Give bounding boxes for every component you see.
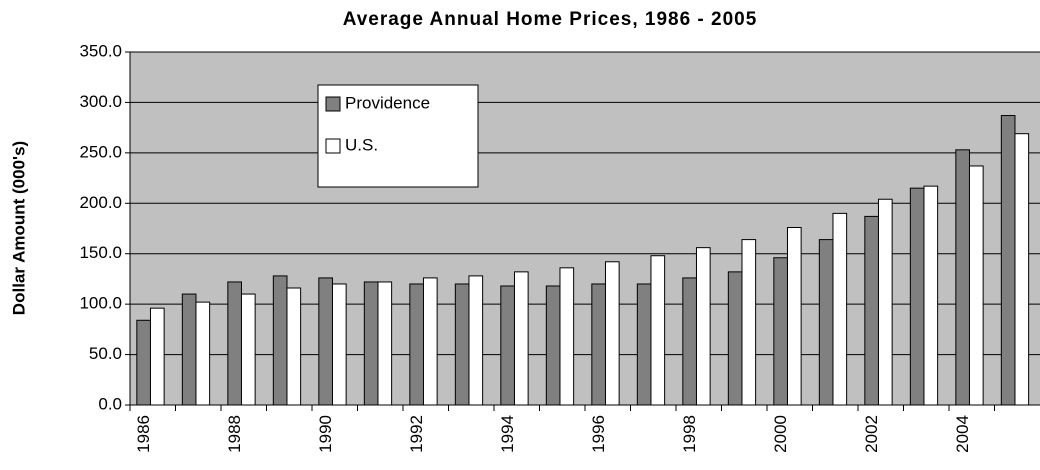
bar <box>741 239 757 406</box>
bar <box>727 271 743 406</box>
legend-label: U.S. <box>345 135 378 154</box>
bar <box>195 301 211 406</box>
y-axis-label: Dollar Amount (000's) <box>9 141 28 315</box>
bar <box>1014 133 1030 406</box>
bar <box>877 198 893 406</box>
chart-title: Average Annual Home Prices, 1986 - 2005 <box>343 9 758 30</box>
bar <box>136 319 151 406</box>
x-tick-label: 2004 <box>953 415 972 453</box>
bar <box>818 239 834 406</box>
bar <box>363 281 379 406</box>
y-tick-label: 100.0 <box>79 294 122 313</box>
bar <box>422 277 438 406</box>
x-tick-label: 1992 <box>407 415 426 453</box>
bar <box>923 185 939 406</box>
bar <box>650 255 666 406</box>
legend-swatch <box>325 96 341 112</box>
bar <box>773 257 788 406</box>
x-tick-label: 1986 <box>134 415 153 453</box>
bar <box>559 267 575 406</box>
bar <box>377 281 393 406</box>
y-tick-label: 350.0 <box>79 41 122 60</box>
bar <box>272 275 288 406</box>
y-tick-label: 300.0 <box>79 92 122 111</box>
bar <box>318 277 333 406</box>
x-tick-label: 1988 <box>225 415 244 453</box>
y-tick-label: 150.0 <box>79 243 122 262</box>
bar <box>468 275 484 406</box>
x-tick-label: 2002 <box>862 415 881 453</box>
bar <box>500 285 515 406</box>
bar <box>832 212 848 406</box>
x-tick-label: 1996 <box>589 415 608 453</box>
bar <box>545 285 561 406</box>
bar <box>1000 115 1016 406</box>
bar <box>331 283 347 406</box>
legend-box <box>317 84 479 188</box>
bar <box>454 283 470 406</box>
x-tick-label: 1994 <box>498 415 517 453</box>
legend-label: Providence <box>345 93 430 112</box>
bar <box>636 283 652 406</box>
bar <box>968 165 984 406</box>
y-tick-label: 50.0 <box>89 344 122 363</box>
x-tick-label: 1990 <box>316 415 335 453</box>
bar <box>409 283 424 406</box>
bar <box>240 293 256 406</box>
bar <box>149 307 165 406</box>
bar <box>286 287 302 406</box>
legend-swatch <box>325 138 341 154</box>
y-tick-label: 0.0 <box>98 394 122 413</box>
bar <box>604 261 620 406</box>
bar <box>955 149 970 406</box>
bar <box>682 277 697 406</box>
bar <box>786 226 802 406</box>
bars <box>136 115 1030 406</box>
y-tick-label: 200.0 <box>79 193 122 212</box>
plot-area <box>130 52 1040 405</box>
bar <box>227 281 242 406</box>
x-tick-label: 2000 <box>771 415 790 453</box>
x-tick-label: 1998 <box>680 415 699 453</box>
y-tick-label: 250.0 <box>79 142 122 161</box>
bar <box>591 283 606 406</box>
bar <box>513 271 529 406</box>
bar <box>181 293 197 406</box>
bar <box>864 215 879 406</box>
bar <box>695 247 711 406</box>
bar <box>909 187 925 406</box>
